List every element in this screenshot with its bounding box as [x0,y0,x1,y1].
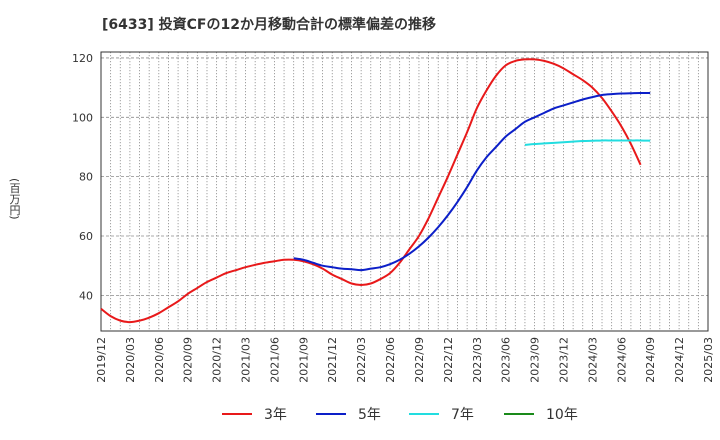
x-tick-label: 2020/09 [182,337,195,383]
x-tick-label: 2024/09 [644,337,657,383]
x-tick-label: 2019/12 [95,337,108,383]
y-tick-label: 120 [72,52,93,65]
legend-label-2: 5年 [358,407,381,423]
x-tick-label: 2022/09 [413,337,426,383]
x-tick-label: 2021/12 [326,337,339,383]
series-line-2 [293,91,651,272]
x-tick-label: 2020/03 [124,337,137,383]
y-tick-label: 40 [79,289,93,302]
x-tick-label: 2022/03 [355,337,368,383]
x-tick-label: 2021/09 [297,337,310,383]
plot-border [100,51,709,332]
y-tick-label: 60 [79,230,93,243]
chart-title: [6433] 投資CFの12か月移動合計の標準偏差の推移 [102,17,436,33]
legend-label-4: 10年 [546,407,578,423]
x-tick-label: 2021/03 [240,337,253,383]
x-tick-label: 2024/06 [615,337,628,383]
y-tick-label: 100 [72,111,93,124]
legend-label-3: 7年 [451,407,474,423]
x-tick-label: 2022/12 [442,337,455,383]
x-tick-label: 2021/06 [268,337,281,383]
y-axis-unit: (百万円) [8,178,21,220]
x-tick-label: 2023/12 [557,337,570,383]
x-tick-label: 2025/03 [702,337,715,383]
x-tick-label: 2023/09 [529,337,542,383]
y-tick-label: 80 [79,171,93,184]
x-tick-label: 2024/12 [673,337,686,383]
x-tick-label: 2020/06 [153,337,166,383]
x-tick-label: 2020/12 [211,337,224,383]
legend-label-1: 3年 [264,407,287,423]
x-tick-label: 2023/06 [500,337,513,383]
x-tick-label: 2023/03 [471,337,484,383]
x-tick-label: 2024/03 [586,337,599,383]
x-tick-label: 2022/06 [384,337,397,383]
series-line-3 [524,139,651,146]
series-line-1 [100,58,642,324]
